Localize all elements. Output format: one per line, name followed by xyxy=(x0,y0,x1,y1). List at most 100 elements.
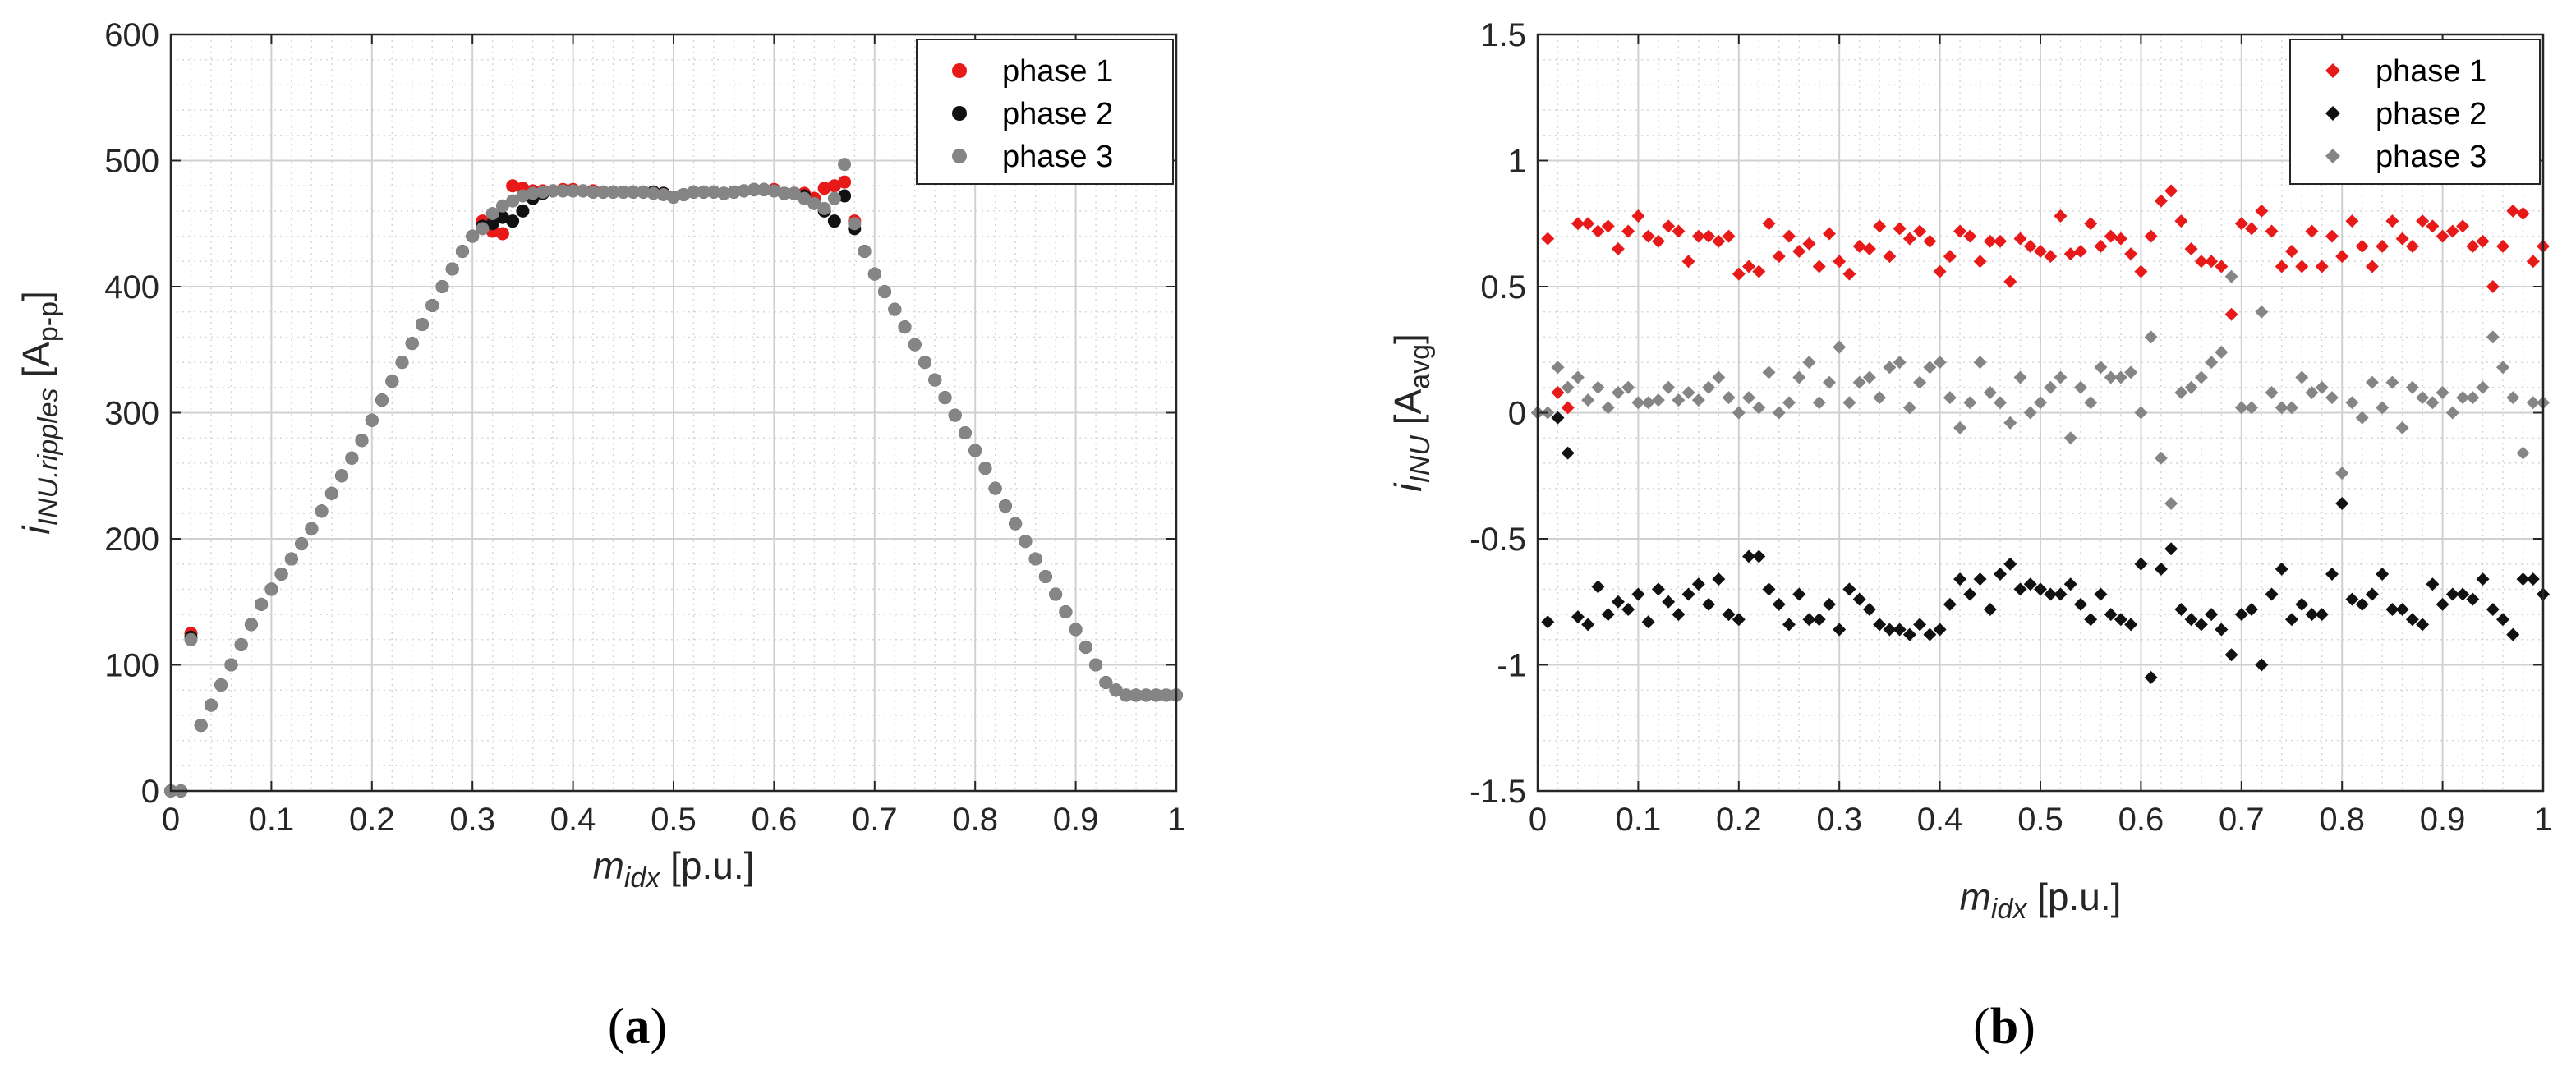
chart-a-point-phase3 xyxy=(255,597,269,611)
chart-a-legend-label-phase3: phase 3 xyxy=(1002,140,1113,174)
chart-b-point-phase3 xyxy=(2385,375,2399,389)
chart-b-point-phase3 xyxy=(2205,356,2219,370)
chart-b-point-phase3 xyxy=(1883,361,1897,375)
chart-b-point-phase2 xyxy=(2003,557,2017,571)
chart-b-point-phase3 xyxy=(1601,401,1615,415)
chart-b-point-phase3 xyxy=(2134,406,2148,420)
chart-b-point-phase1 xyxy=(2164,184,2178,198)
chart-b-point-phase3 xyxy=(2325,391,2339,405)
chart-b-point-phase3 xyxy=(1752,401,1766,415)
chart-b-point-phase3 xyxy=(2506,391,2520,405)
chart-a-point-phase2 xyxy=(485,217,499,231)
chart-b-point-phase2 xyxy=(1822,597,1836,611)
chart-a-point-phase3 xyxy=(888,302,902,316)
chart-b-point-phase2 xyxy=(2215,623,2229,637)
chart-b-point-phase3 xyxy=(1862,370,1876,384)
chart-b-point-phase1 xyxy=(2265,224,2279,238)
chart-a-xtick-label: 0.7 xyxy=(852,802,898,838)
chart-a-xtick-label: 0.3 xyxy=(449,802,495,838)
chart-a-point-phase3 xyxy=(466,229,480,243)
chart-b-point-phase2 xyxy=(2224,648,2238,662)
chart-a-point-phase3 xyxy=(827,191,841,205)
chart-b-point-phase1 xyxy=(1893,222,1907,236)
chart-b-point-phase2 xyxy=(1651,582,1665,596)
chart-a-xtick-label: 0 xyxy=(162,802,180,838)
chart-a-point-phase3 xyxy=(918,356,932,370)
chart-b-point-phase1 xyxy=(1561,401,1575,415)
chart-b-point-phase2 xyxy=(2205,608,2219,622)
chart-b-point-phase2 xyxy=(2516,572,2530,586)
chart-a-point-phase3 xyxy=(244,618,258,632)
chart-b-point-phase1 xyxy=(1581,217,1595,231)
chart-b-point-phase3 xyxy=(1681,385,1695,399)
chart-b-point-phase1 xyxy=(2405,239,2419,253)
chart-a-point-phase3 xyxy=(958,426,972,440)
chart-b-point-phase1 xyxy=(1762,217,1776,231)
chart-a-point-phase3 xyxy=(516,189,530,203)
chart-b-point-phase3 xyxy=(1923,361,1937,375)
chart-b-point-phase2 xyxy=(2044,587,2058,601)
chart-b-point-phase2 xyxy=(1732,613,1746,627)
chart-a-point-phase3 xyxy=(274,567,288,581)
chart-b-point-phase1 xyxy=(1752,264,1766,278)
chart-a-point-phase2 xyxy=(516,204,530,218)
chart-b-point-phase1 xyxy=(2013,232,2027,246)
chart-a-point-phase3 xyxy=(606,185,620,199)
chart-a-point-phase3 xyxy=(536,185,550,199)
chart-b-point-phase1 xyxy=(2466,239,2480,253)
chart-b-point-phase3 xyxy=(2034,396,2047,410)
chart-b-point-phase3 xyxy=(1873,391,1887,405)
chart-b-point-phase1 xyxy=(2063,247,2077,261)
chart-a-point-phase3 xyxy=(737,184,751,198)
chart-b-point-phase1 xyxy=(1782,229,1796,243)
chart-b-point-phase2 xyxy=(1873,618,1887,632)
chart-a-point-phase3 xyxy=(948,408,962,422)
chart-b-point-phase3 xyxy=(2245,401,2259,415)
chart-b-point-phase1 xyxy=(2215,260,2229,273)
chart-b-point-phase2 xyxy=(2084,613,2098,627)
chart-b-point-phase3 xyxy=(2405,380,2419,394)
chart-b-point-phase1 xyxy=(1983,234,1997,248)
chart-b-point-phase1 xyxy=(1973,255,1987,269)
chart-a-point-phase3 xyxy=(566,184,580,198)
chart-b-point-phase1 xyxy=(2335,250,2349,264)
chart-b-point-phase2 xyxy=(2365,587,2379,601)
chart-b-point-phase1 xyxy=(2003,274,2017,288)
chart-a-xtick-label: 0.9 xyxy=(1053,802,1099,838)
chart-a-xtick-label: 1 xyxy=(1167,802,1185,838)
chart-b-point-phase3 xyxy=(2345,396,2359,410)
chart-b-point-phase2 xyxy=(1902,627,1916,641)
chart-a-point-phase3 xyxy=(335,469,349,483)
chart-b-point-phase3 xyxy=(2164,497,2178,511)
chart-a-point-phase1 xyxy=(838,175,852,189)
chart-b-xlabel: midx [p.u.] xyxy=(1960,876,2122,925)
chart-b-point-phase2 xyxy=(2305,608,2319,622)
chart-b-point-phase3 xyxy=(2224,269,2238,283)
chart-b-point-phase2 xyxy=(2164,542,2178,556)
chart-b-point-phase3 xyxy=(2476,380,2490,394)
chart-b-point-phase3 xyxy=(2445,406,2459,420)
chart-a-point-phase3 xyxy=(586,185,600,199)
chart-b: 0 0.1 0.2 0.3 0.4 0.5 0.6 0.7 0.8 0.9 1 -1.5 -1 -0.5 0… xyxy=(1387,17,2552,1055)
chart-b-point-phase3 xyxy=(1994,396,2008,410)
chart-a-xtick-label: 0.2 xyxy=(349,802,395,838)
chart-b-point-phase3 xyxy=(2376,401,2390,415)
chart-b-point-phase3 xyxy=(1772,406,1786,420)
chart-b-point-phase3 xyxy=(2194,370,2208,384)
chart-a-major-grid xyxy=(171,34,1176,791)
chart-b-point-phase1 xyxy=(2234,217,2248,231)
chart-b-point-phase3 xyxy=(1631,396,1645,410)
chart-b-point-phase1 xyxy=(2496,239,2510,253)
chart-a-point-phase3 xyxy=(627,185,641,199)
chart-a-point-phase3 xyxy=(677,187,691,201)
chart-b-legend-label-phase1: phase 1 xyxy=(2376,54,2486,89)
chart-b-point-phase2 xyxy=(1611,595,1625,609)
chart-b-point-phase1 xyxy=(2295,260,2309,273)
chart-b-point-phase1 xyxy=(2325,229,2339,243)
chart-a-point-phase3 xyxy=(435,280,449,293)
chart-b-point-phase1 xyxy=(1681,255,1695,269)
chart-b-point-phase3 xyxy=(2144,330,2158,344)
chart-a-point-phase3 xyxy=(596,185,610,199)
chart-b-point-phase2 xyxy=(1772,597,1786,611)
chart-b-legend-marker-phase2 xyxy=(2325,106,2340,121)
